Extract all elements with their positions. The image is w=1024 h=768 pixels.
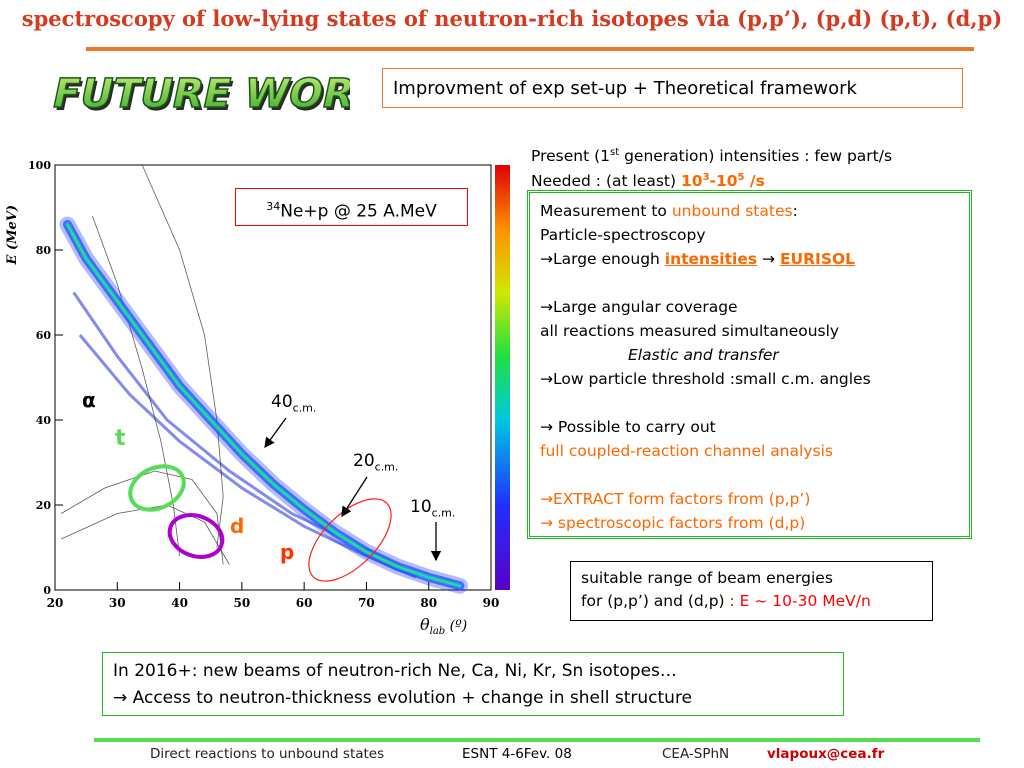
color-scale-bar (495, 165, 510, 590)
footer-divider (94, 738, 980, 742)
present-line1: Present (1st generation) intensities : f… (531, 147, 893, 166)
meas-line-7: →Low particle threshold :small c.m. angl… (540, 370, 871, 388)
y-tick-label-0: 0 (43, 584, 51, 597)
title-divider (86, 47, 974, 51)
present-line2: Needed : (at least) 103-105 /s (531, 172, 765, 191)
x-tick-label-30: 30 (109, 596, 126, 610)
footer-right: CEA-SPhN (662, 746, 730, 762)
y-axis-label: E (MeV) (5, 205, 20, 265)
annotation-40cm: 40c.m. (271, 392, 317, 415)
elastic-band (59, 216, 468, 594)
label-alpha: α (82, 388, 96, 412)
meas-line-11: → spectroscopic factors from (d,p) (540, 514, 806, 532)
meas-line-6: Elastic and transfer (628, 346, 779, 364)
footer-mid: ESNT 4-6Fev. 08 (462, 746, 572, 762)
y-tick-label-60: 60 (36, 329, 52, 342)
arrow-40cm (264, 417, 287, 449)
future-works-shadow: FUTURE WORKS (51, 72, 350, 119)
reaction-label-box: 34Ne+p @ 25 A.MeV (235, 188, 468, 226)
future-works-logo: FUTURE WORKS FUTURE WORKS (48, 69, 350, 120)
label-deuteron: d (230, 514, 245, 538)
beam-line-1: suitable range of beam energies (581, 569, 833, 587)
label-proton: p (280, 540, 295, 564)
new-beams-box: In 2016+: new beams of neutron-rich Ne, … (102, 652, 844, 716)
plot-frame (54, 164, 492, 591)
label-triton: t (115, 426, 126, 451)
y-tick-label-20: 20 (36, 499, 52, 512)
beam-energy-box: suitable range of beam energies for (p,p… (570, 561, 933, 621)
elastic-band-layer-3 (66, 223, 461, 587)
kinematic-locus-3 (141, 164, 224, 548)
deuteron-ellipse (167, 513, 225, 559)
footer-left: Direct reactions to unbound states (150, 746, 385, 762)
annotation-20cm: 20c.m. (353, 451, 399, 474)
x-tick-label-70: 70 (358, 596, 375, 610)
meas-line-9: full coupled-reaction channel analysis (540, 442, 833, 460)
meas-line-5: all reactions measured simultaneously (540, 322, 840, 340)
x-axis-label: θlab (º) (420, 615, 467, 637)
y-tick-label-80: 80 (36, 244, 52, 257)
measurement-box: Measurement to unbound states: Particle-… (527, 190, 972, 539)
meas-line-10: →EXTRACT form factors from (p,p’) (540, 490, 811, 508)
triton-ellipse (128, 464, 186, 512)
improvement-box: Improvment of exp set-up + Theoretical f… (382, 68, 963, 108)
footer-email: vlapoux@cea.fr (767, 746, 885, 762)
meas-line-1: Measurement to unbound states: (540, 202, 798, 220)
x-tick-label-50: 50 (234, 596, 251, 610)
news-line-1: In 2016+: new beams of neutron-rich Ne, … (113, 661, 677, 681)
kinematic-locus-4 (60, 470, 224, 565)
proton-ellipse (308, 498, 392, 582)
annotation-10cm: 10c.m. (410, 497, 456, 520)
news-line-2: → Access to neutron-thickness evolution … (113, 688, 693, 708)
meas-line-4: →Large angular coverage (540, 298, 738, 316)
x-tick-label-90: 90 (483, 596, 500, 610)
y-tick-label-40: 40 (36, 414, 52, 427)
beam-line-2: for (p,p’) and (d,p) : E ~ 10-30 MeV/n (581, 592, 871, 610)
kinematic-locus-2 (92, 215, 180, 557)
meas-line-3: →Large enough intensities → EURISOL (540, 250, 856, 268)
y-tick-label-100: 100 (28, 159, 51, 172)
x-tick-label-60: 60 (296, 596, 313, 610)
meas-line-2: Particle-spectroscopy (540, 226, 706, 244)
present-intensities: Present (1st generation) intensities : f… (531, 142, 1001, 192)
x-tick-label-40: 40 (171, 596, 188, 610)
future-works-text: FUTURE WORKS (48, 69, 350, 116)
x-tick-label-80: 80 (420, 596, 437, 610)
slide-title: spectroscopy of low-lying states of neut… (21, 6, 1003, 31)
meas-line-8: → Possible to carry out (540, 418, 716, 436)
x-tick-label-20: 20 (47, 596, 64, 610)
arrow-20cm (341, 476, 368, 518)
